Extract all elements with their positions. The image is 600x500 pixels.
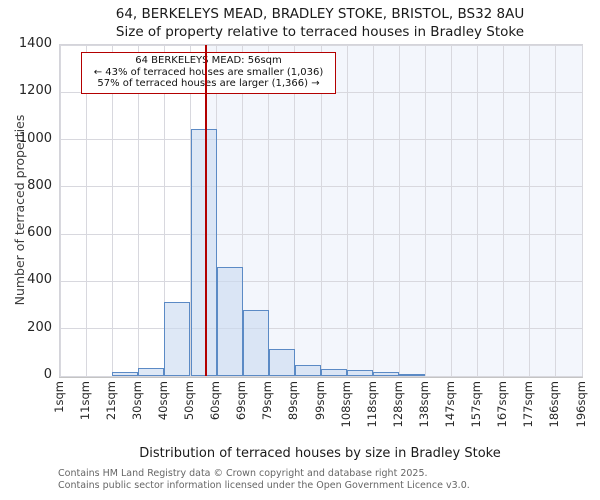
- histogram-bar: [242, 310, 269, 376]
- vertical-gridline: [59, 45, 61, 376]
- histogram-bar: [190, 128, 217, 376]
- x-tick-label: 89sqm: [286, 381, 301, 421]
- annotation-box: 64 BERKELEYS MEAD: 56sqm ← 43% of terrac…: [81, 52, 336, 94]
- vertical-gridline: [398, 45, 400, 376]
- horizontal-gridline: [60, 280, 582, 282]
- x-tick-label: 40sqm: [155, 381, 170, 421]
- horizontal-gridline: [60, 375, 582, 377]
- vertical-gridline: [320, 45, 322, 376]
- horizontal-gridline: [60, 44, 582, 46]
- chart-title-line2: Size of property relative to terraced ho…: [115, 24, 525, 40]
- x-tick-label: 128sqm: [390, 381, 405, 428]
- x-tick-label: 69sqm: [234, 381, 249, 421]
- chart-title-line1: 64, BERKELEYS MEAD, BRADLEY STOKE, BRIST…: [115, 6, 525, 22]
- x-tick-label: 196sqm: [573, 381, 588, 428]
- histogram-bar: [268, 348, 295, 376]
- histogram-bar: [138, 367, 165, 376]
- vertical-gridline: [137, 45, 139, 376]
- plot-area: 64 BERKELEYS MEAD: 56sqm ← 43% of terrac…: [59, 44, 583, 378]
- y-tick-label: 800: [27, 177, 52, 193]
- annotation-line1: 64 BERKELEYS MEAD: 56sqm: [135, 55, 282, 66]
- x-tick-label: 79sqm: [260, 381, 275, 421]
- vertical-gridline: [268, 45, 270, 376]
- x-tick-label: 1sqm: [51, 381, 66, 413]
- x-tick-label: 118sqm: [364, 381, 379, 428]
- vertical-gridline: [581, 45, 583, 376]
- vertical-gridline: [346, 45, 348, 376]
- y-tick-label: 200: [27, 319, 52, 335]
- histogram-bar: [216, 267, 243, 376]
- horizontal-gridline: [60, 186, 582, 188]
- y-tick-label: 1400: [18, 36, 52, 51]
- y-tick-label: 1200: [18, 83, 52, 99]
- vertical-gridline: [529, 45, 531, 376]
- x-axis-title: Distribution of terraced houses by size …: [139, 446, 501, 461]
- y-tick-label: 0: [43, 367, 52, 382]
- histogram-bar: [164, 301, 191, 376]
- x-tick-label: 21sqm: [103, 381, 118, 421]
- x-tick-label: 50sqm: [182, 381, 196, 421]
- histogram-bar: [294, 364, 321, 376]
- footer-line2: Contains public sector information licen…: [58, 480, 470, 491]
- vertical-gridline: [242, 45, 244, 376]
- chart-title: 64, BERKELEYS MEAD, BRADLEY STOKE, BRIST…: [39, 5, 600, 41]
- horizontal-gridline: [60, 328, 582, 330]
- vertical-gridline: [477, 45, 479, 376]
- x-tick-label: 60sqm: [208, 381, 223, 421]
- vertical-gridline: [555, 45, 557, 376]
- x-tick-label: 138sqm: [416, 381, 431, 428]
- histogram-bar: [399, 374, 426, 376]
- histogram-bar: [112, 372, 139, 376]
- y-tick-label: 1000: [18, 130, 52, 146]
- vertical-gridline: [85, 45, 87, 376]
- vertical-gridline: [294, 45, 296, 376]
- footer-line1: Contains HM Land Registry data © Crown c…: [58, 468, 428, 479]
- vertical-gridline: [111, 45, 113, 376]
- horizontal-gridline: [60, 233, 582, 235]
- x-tick-label: 99sqm: [312, 381, 327, 421]
- x-tick-label: 30sqm: [129, 381, 144, 421]
- vertical-gridline: [372, 45, 374, 376]
- vertical-gridline: [163, 45, 165, 376]
- x-tick-label: 167sqm: [495, 381, 510, 428]
- property-size-marker-line: [205, 45, 207, 376]
- annotation-line2: ← 43% of terraced houses are smaller (1,…: [93, 66, 324, 78]
- x-tick-label: 108sqm: [338, 381, 353, 428]
- x-tick-label: 147sqm: [443, 381, 457, 428]
- x-tick-label: 186sqm: [547, 381, 562, 428]
- histogram-bar: [373, 372, 400, 376]
- vertical-gridline: [503, 45, 505, 376]
- y-tick-label: 400: [27, 272, 52, 288]
- histogram-bar: [321, 368, 348, 376]
- vertical-gridline: [451, 45, 452, 376]
- x-tick-label: 157sqm: [469, 381, 484, 428]
- annotation-line3: 57% of terraced houses are larger (1,366…: [97, 78, 320, 89]
- horizontal-gridline: [60, 139, 582, 141]
- vertical-gridline: [216, 45, 218, 376]
- vertical-gridline: [424, 45, 426, 376]
- y-tick-label: 600: [27, 225, 52, 241]
- x-tick-label: 11sqm: [77, 381, 92, 421]
- footer: Contains HM Land Registry data © Crown c…: [58, 468, 470, 492]
- histogram-bar: [347, 369, 374, 376]
- x-tick-label: 177sqm: [521, 381, 536, 428]
